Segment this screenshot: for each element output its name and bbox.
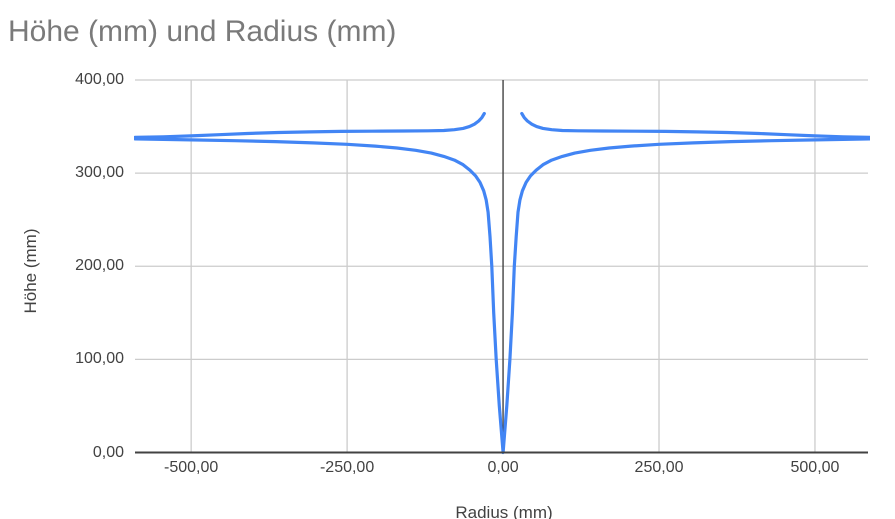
- x-tick-label: 500,00: [790, 459, 840, 476]
- y-tick-label: 0,00: [92, 443, 124, 461]
- y-tick-label: 400,00: [75, 71, 124, 88]
- y-tick-label: 100,00: [75, 350, 124, 368]
- x-tick-label: -250,00: [319, 459, 375, 476]
- x-tick-label: 250,00: [634, 459, 684, 476]
- y-axis-title: Höhe (mm): [21, 228, 40, 314]
- y-tick-label: 200,00: [75, 257, 124, 275]
- x-tick-label: -500,00: [164, 459, 219, 476]
- y-tick-label: 300,00: [75, 164, 124, 182]
- x-axis-title: Radius (mm): [455, 503, 553, 519]
- x-tick-label: 0,00: [487, 459, 519, 476]
- chart-title: Höhe (mm) und Radius (mm): [8, 15, 397, 48]
